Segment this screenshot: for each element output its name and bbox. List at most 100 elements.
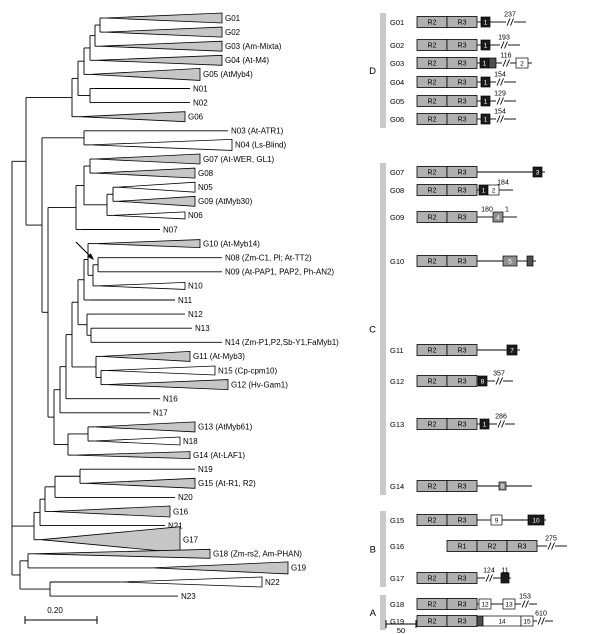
length-label: 237 xyxy=(504,12,516,19)
taxon-label: N05 xyxy=(198,183,213,192)
sequence-break-icon xyxy=(495,377,500,385)
domain-row-label: G14 xyxy=(390,482,404,491)
sequence-break-icon xyxy=(497,420,502,428)
taxon-label: G10 (At-Myb14) xyxy=(203,239,260,248)
domain-row-label: G08 xyxy=(390,186,404,195)
repeat-box-label: R2 xyxy=(428,80,437,87)
motif-box-label: 6 xyxy=(501,483,505,490)
annotation-arrow xyxy=(75,241,90,256)
sequence-break-icon xyxy=(500,115,504,123)
annotation-arrow-head xyxy=(87,253,94,260)
repeat-box-label: R3 xyxy=(458,602,467,609)
taxon-label: G09 (AtMyb30) xyxy=(198,197,253,206)
group-bar xyxy=(380,13,386,128)
domain-row-label: G19 xyxy=(390,617,404,626)
length-label: 124 xyxy=(483,568,495,575)
taxon-label: N17 xyxy=(153,409,168,418)
repeat-box-label: R2 xyxy=(428,348,437,355)
collapsed-clade-triangle xyxy=(94,153,201,165)
length-label: 153 xyxy=(519,594,531,601)
collapsed-clade-triangle xyxy=(79,111,186,123)
repeat-box-label: R3 xyxy=(458,117,467,124)
motif-box-label: 2 xyxy=(520,60,524,67)
length-label: 275 xyxy=(545,536,557,543)
sequence-break-icon xyxy=(496,115,501,123)
collapsed-clade-triangle xyxy=(73,451,191,460)
motif-box-label: 3 xyxy=(536,169,540,176)
length-label: 193 xyxy=(498,35,510,42)
domain-row-label: G05 xyxy=(390,97,404,106)
length-label: 154 xyxy=(494,109,506,116)
sequence-break-icon xyxy=(489,574,493,582)
length-label: 184 xyxy=(497,180,509,187)
sequence-break-icon xyxy=(502,59,507,67)
collapsed-clade-triangle xyxy=(117,195,196,207)
motif-box-label: 1 xyxy=(484,42,488,49)
group-letter: B xyxy=(370,545,376,556)
collapsed-clade-triangle xyxy=(94,167,196,179)
repeat-box-label: R2 xyxy=(428,170,437,177)
motif-box-label: 12 xyxy=(481,601,489,608)
taxon-label: N01 xyxy=(193,84,208,93)
open-clade-triangle xyxy=(119,576,263,588)
motif-box xyxy=(488,57,497,69)
group-bar xyxy=(380,595,386,630)
taxon-label: G14 (At-LAF1) xyxy=(193,451,245,460)
taxon-label: N21 xyxy=(168,521,183,530)
taxon-label: G06 xyxy=(188,113,204,122)
sequence-break-icon xyxy=(541,617,545,625)
repeat-box-label: R2 xyxy=(428,422,437,429)
taxon-label: N12 xyxy=(188,310,203,319)
sequence-break-icon xyxy=(496,97,501,105)
open-clade-triangle xyxy=(111,211,186,220)
taxon-label: N15 (Cp-cpm10) xyxy=(218,366,277,375)
taxon-label: N23 xyxy=(181,592,196,601)
sequence-break-icon xyxy=(496,78,501,86)
open-clade-triangle xyxy=(89,138,233,151)
collapsed-clade-triangle xyxy=(33,548,211,559)
repeat-box-label: R3 xyxy=(458,20,467,27)
group-bar xyxy=(380,511,386,587)
repeat-box-label: R2 xyxy=(428,117,437,124)
motif-box-label: 7 xyxy=(510,347,514,354)
motif-box-label: 8 xyxy=(481,378,485,385)
length-label: 116 xyxy=(500,53,511,60)
taxon-label: N18 xyxy=(183,437,198,446)
motif-box-label: 10 xyxy=(532,517,540,524)
taxon-label: N22 xyxy=(265,578,280,587)
domain-row-label: G15 xyxy=(390,516,404,525)
taxon-label: G03 (Am-Mixta) xyxy=(225,42,282,51)
repeat-box-label: R2 xyxy=(428,20,437,27)
repeat-box-label: R1 xyxy=(458,544,467,551)
length-label: 357 xyxy=(493,371,505,378)
length-label: 11 xyxy=(501,568,508,575)
collapsed-clade-triangle xyxy=(50,505,171,518)
length-label: 180 xyxy=(481,207,493,214)
domain-row-label: G03 xyxy=(390,59,404,68)
collapsed-clade-triangle xyxy=(95,54,223,66)
domain-row-label: G16 xyxy=(390,542,404,551)
domain-row-label: G17 xyxy=(390,574,404,583)
taxon-label: N19 xyxy=(198,465,213,474)
taxon-label: N03 (At-ATR1) xyxy=(231,127,284,136)
collapsed-clade-triangle xyxy=(85,477,196,489)
taxon-label: G12 (Hv-Gam1) xyxy=(231,380,288,389)
taxon-label: N20 xyxy=(178,493,193,502)
repeat-box-label: R3 xyxy=(458,188,467,195)
motif-box-label: 1 xyxy=(484,19,488,26)
repeat-box-label: R2 xyxy=(428,602,437,609)
repeat-box-label: R2 xyxy=(428,99,437,106)
length-label: 129 xyxy=(494,91,506,98)
motif-box-label: 15 xyxy=(523,618,531,625)
open-clade-triangle xyxy=(97,281,186,290)
sequence-break-icon xyxy=(547,542,552,550)
sequence-break-icon xyxy=(506,18,511,26)
taxon-label: G01 xyxy=(225,14,241,23)
domain-row-label: G04 xyxy=(390,78,404,87)
sequence-break-icon xyxy=(500,41,505,49)
taxon-label: G08 xyxy=(198,169,214,178)
sequence-break-icon xyxy=(537,617,542,625)
collapsed-clade-triangle xyxy=(105,379,229,391)
